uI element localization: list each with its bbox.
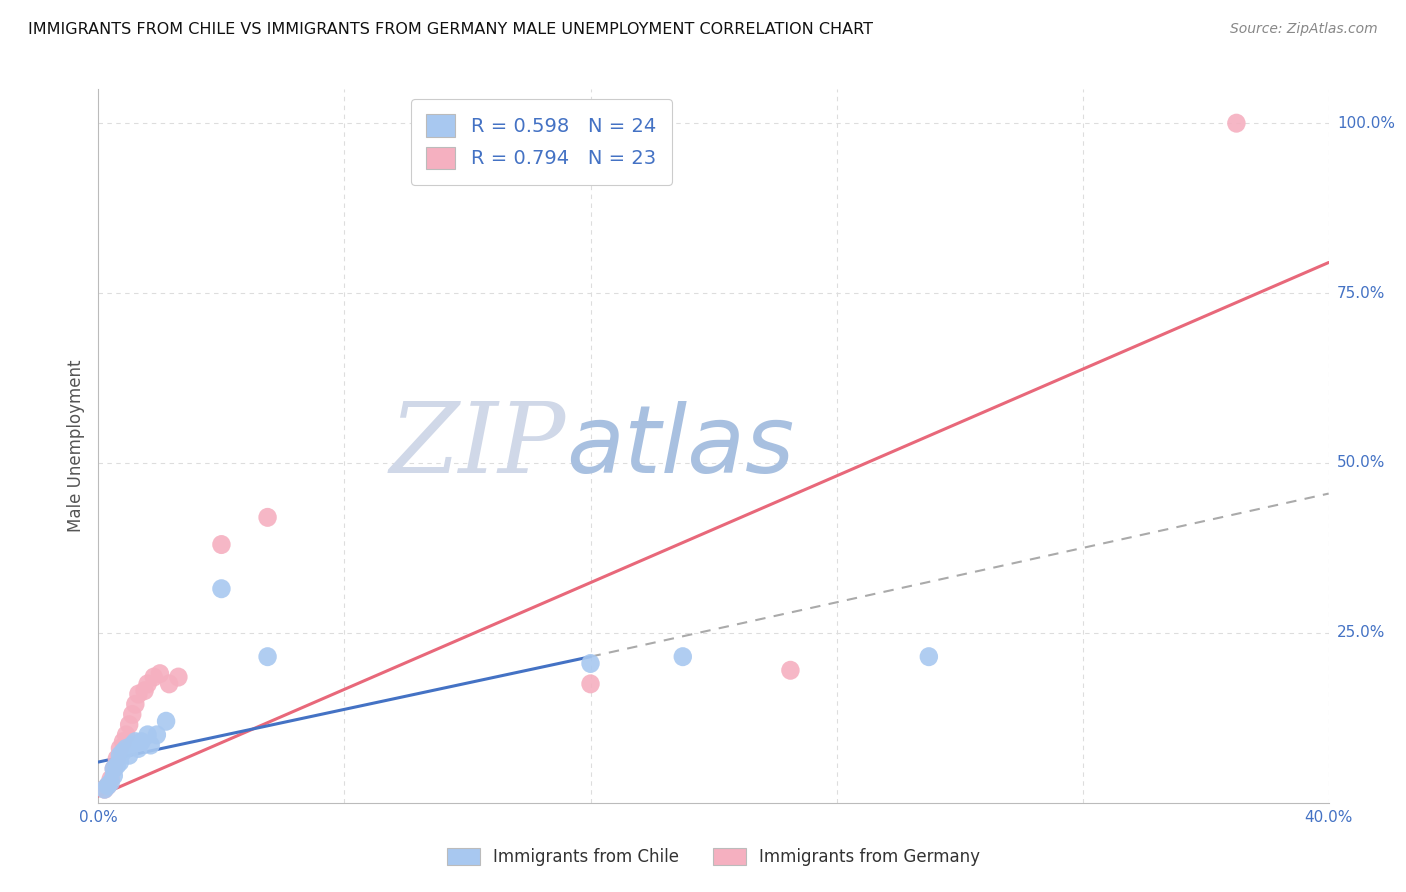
Text: IMMIGRANTS FROM CHILE VS IMMIGRANTS FROM GERMANY MALE UNEMPLOYMENT CORRELATION C: IMMIGRANTS FROM CHILE VS IMMIGRANTS FROM… <box>28 22 873 37</box>
Text: 25.0%: 25.0% <box>1337 625 1385 640</box>
Text: ZIP: ZIP <box>389 399 565 493</box>
Text: atlas: atlas <box>565 401 794 491</box>
Y-axis label: Male Unemployment: Male Unemployment <box>66 359 84 533</box>
Text: Source: ZipAtlas.com: Source: ZipAtlas.com <box>1230 22 1378 37</box>
Legend: Immigrants from Chile, Immigrants from Germany: Immigrants from Chile, Immigrants from G… <box>440 841 987 873</box>
Text: 75.0%: 75.0% <box>1337 285 1385 301</box>
Text: 100.0%: 100.0% <box>1337 116 1395 131</box>
Text: 50.0%: 50.0% <box>1337 456 1385 470</box>
